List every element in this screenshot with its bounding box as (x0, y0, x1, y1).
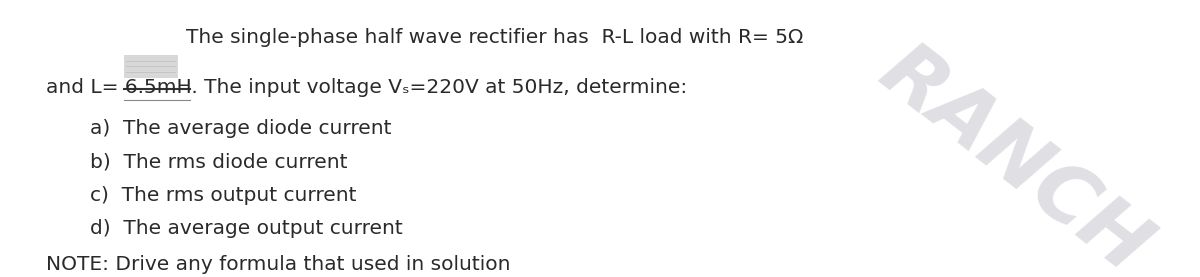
Text: The single-phase half wave rectifier has  R-L load with R= 5Ω: The single-phase half wave rectifier has… (186, 28, 803, 47)
FancyBboxPatch shape (124, 55, 178, 78)
Text: RANCH: RANCH (865, 32, 1163, 277)
Text: and L= 6.5mH. The input voltage Vₛ=220V at 50Hz, determine:: and L= 6.5mH. The input voltage Vₛ=220V … (46, 78, 686, 97)
Text: a)  The average diode current: a) The average diode current (90, 119, 391, 138)
Text: b)  The rms diode current: b) The rms diode current (90, 153, 348, 171)
Text: NOTE: Drive any formula that used in solution: NOTE: Drive any formula that used in sol… (46, 255, 510, 274)
Text: d)  The average output current: d) The average output current (90, 219, 403, 238)
Text: c)  The rms output current: c) The rms output current (90, 186, 356, 205)
